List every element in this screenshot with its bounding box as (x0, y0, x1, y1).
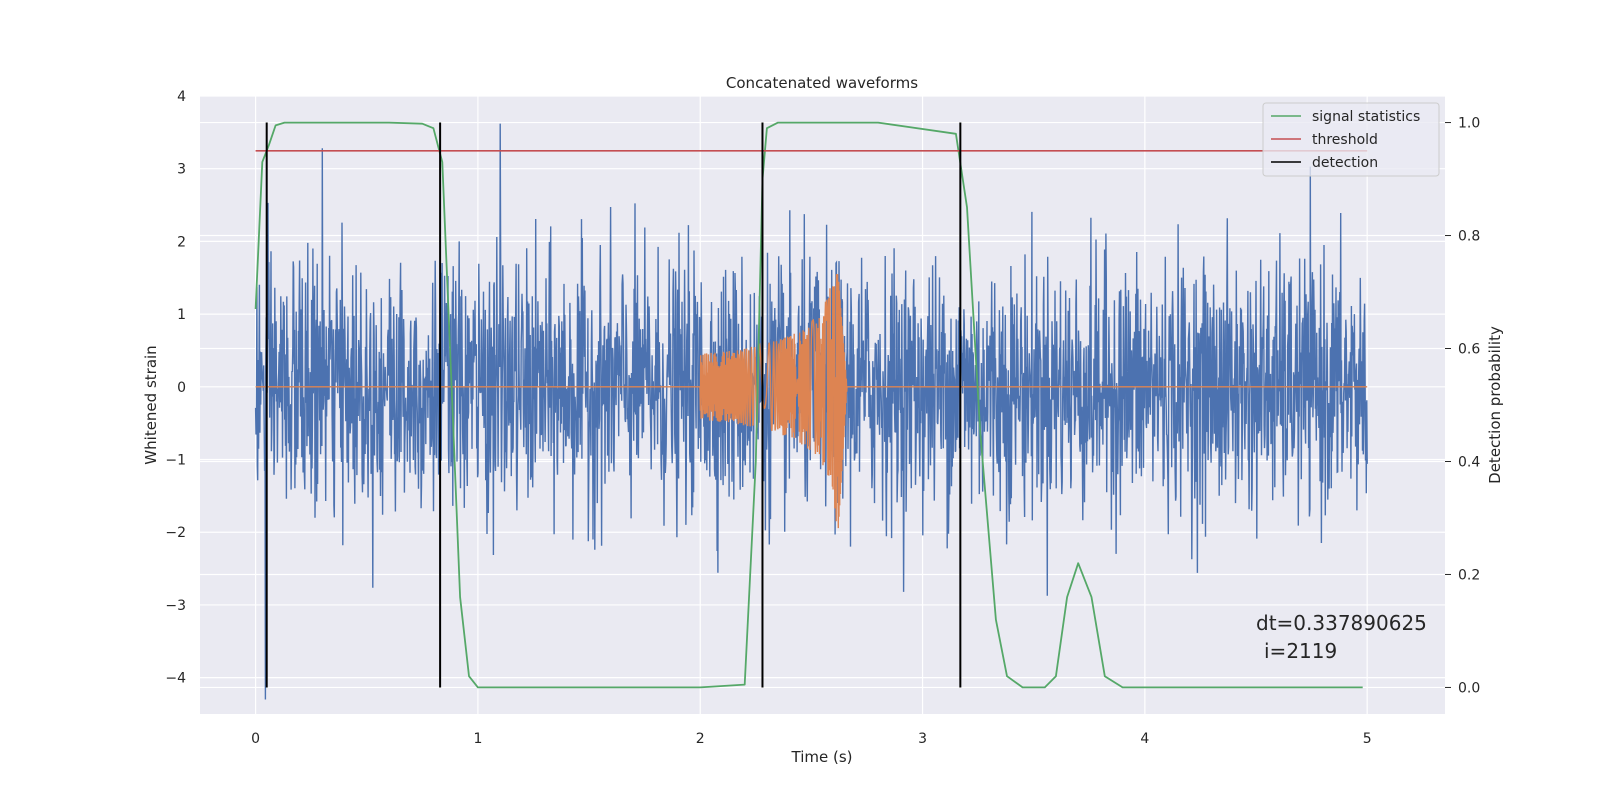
y-tick-label: 2 (177, 234, 186, 250)
y2-tick-label: 0.4 (1458, 454, 1480, 470)
legend-label-signal-statistics: signal statistics (1312, 109, 1420, 125)
legend: signal statistics threshold detection (1262, 102, 1440, 177)
y-axis-label: Whitened strain (142, 345, 160, 464)
legend-label-threshold: threshold (1312, 132, 1378, 148)
y2-tick-label: 1.0 (1458, 116, 1480, 132)
y-tick-label: −4 (165, 671, 186, 687)
x-tick-label: 3 (918, 731, 927, 747)
y-tick-label: −3 (165, 598, 186, 614)
y2-tick-label: 0.8 (1458, 229, 1480, 245)
annotation-index: i=2119 (1264, 639, 1337, 663)
y-tick-label: 3 (177, 162, 186, 178)
y-tick-label: 1 (177, 307, 186, 323)
x-tick-label: 4 (1140, 731, 1149, 747)
legend-label-detection: detection (1312, 155, 1378, 171)
x-tick-label: 1 (473, 731, 482, 747)
data-layer (254, 121, 1368, 700)
x-axis-label: Time (s) (791, 748, 853, 766)
y-tick-label: −1 (165, 453, 186, 469)
y2-axis-label: Detection probability (1486, 326, 1504, 484)
y2-tick-label: 0.6 (1458, 342, 1480, 358)
series-line-signal-statistics (254, 121, 1363, 689)
y-tick-label: 4 (177, 89, 186, 105)
x-tick-label: 2 (696, 731, 705, 747)
y-tick-label: 0 (177, 380, 186, 396)
x-tick-label: 5 (1363, 731, 1372, 747)
annotation-dt: dt=0.337890625 (1256, 611, 1427, 635)
legend-box (1262, 102, 1440, 177)
x-tick-label: 0 (251, 731, 260, 747)
axes: 0 1 2 3 4 5 −4 −3 −2 −1 0 1 2 3 4 0.0 0.2 0.4 0.6 0.8 1.0 (165, 89, 1480, 747)
y2-tick-label: 0.0 (1458, 680, 1480, 696)
chart-title: Concatenated waveforms (726, 74, 918, 92)
y2-tick-label: 0.2 (1458, 567, 1480, 583)
y-tick-label: −2 (165, 525, 186, 541)
